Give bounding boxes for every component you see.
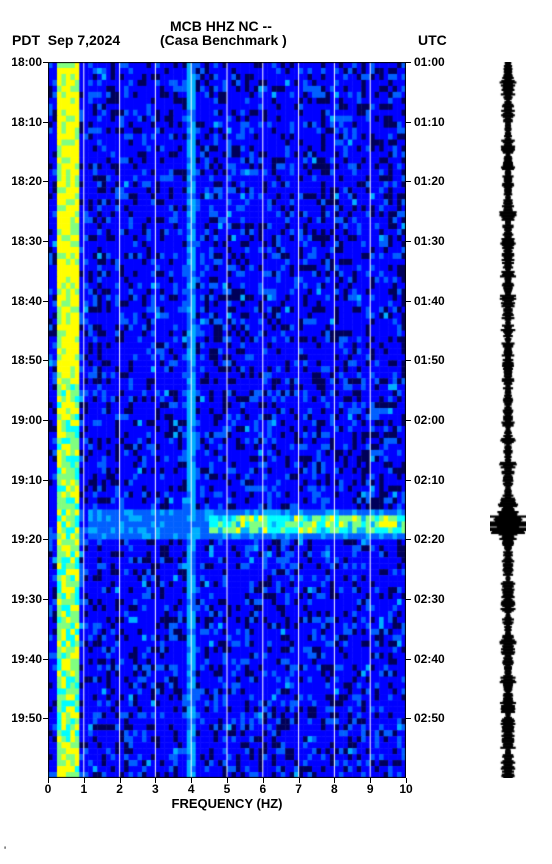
tz-left-label: PDT xyxy=(12,32,40,48)
ytick-right: 02:50 xyxy=(414,711,458,725)
tick-mark xyxy=(43,62,48,63)
ytick-left: 18:10 xyxy=(2,115,42,129)
header-date: Sep 7,2024 xyxy=(48,32,120,48)
footer-mark: ' xyxy=(4,845,6,857)
tick-mark xyxy=(406,718,411,719)
header-tz-right: UTC xyxy=(418,32,447,48)
ytick-left: 19:30 xyxy=(2,592,42,606)
xtick: 8 xyxy=(324,782,344,796)
ytick-left: 19:40 xyxy=(2,652,42,666)
tick-mark xyxy=(155,778,156,783)
ytick-right: 01:40 xyxy=(414,294,458,308)
tick-mark xyxy=(406,122,411,123)
ytick-left: 18:30 xyxy=(2,234,42,248)
tick-mark xyxy=(43,420,48,421)
tick-mark xyxy=(43,122,48,123)
tick-mark xyxy=(227,778,228,783)
tick-mark xyxy=(263,778,264,783)
tick-mark xyxy=(406,539,411,540)
tick-mark xyxy=(43,301,48,302)
tick-mark xyxy=(334,778,335,783)
tick-mark xyxy=(43,181,48,182)
tick-mark xyxy=(191,778,192,783)
xtick: 7 xyxy=(289,782,309,796)
ytick-right: 02:30 xyxy=(414,592,458,606)
ytick-left: 19:00 xyxy=(2,413,42,427)
ytick-right: 01:00 xyxy=(414,55,458,69)
tick-mark xyxy=(370,778,371,783)
tick-mark xyxy=(48,778,49,783)
ytick-right: 02:20 xyxy=(414,532,458,546)
tick-mark xyxy=(43,659,48,660)
ytick-right: 01:10 xyxy=(414,115,458,129)
tick-mark xyxy=(406,181,411,182)
ytick-right: 01:30 xyxy=(414,234,458,248)
xtick: 10 xyxy=(396,782,416,796)
xtick: 1 xyxy=(74,782,94,796)
ytick-left: 19:10 xyxy=(2,473,42,487)
xtick: 5 xyxy=(217,782,237,796)
tick-mark xyxy=(43,539,48,540)
ytick-left: 18:40 xyxy=(2,294,42,308)
waveform-canvas xyxy=(490,62,526,778)
tick-mark xyxy=(120,778,121,783)
tick-mark xyxy=(43,599,48,600)
ytick-left: 19:50 xyxy=(2,711,42,725)
tick-mark xyxy=(406,480,411,481)
ytick-left: 18:50 xyxy=(2,353,42,367)
tick-mark xyxy=(406,599,411,600)
ytick-right: 01:20 xyxy=(414,174,458,188)
xtick: 2 xyxy=(110,782,130,796)
tick-mark xyxy=(406,659,411,660)
xtick: 3 xyxy=(145,782,165,796)
ytick-right: 02:40 xyxy=(414,652,458,666)
header-location: (Casa Benchmark ) xyxy=(160,32,287,48)
spectrogram-canvas xyxy=(48,62,406,778)
xtick: 9 xyxy=(360,782,380,796)
tick-mark xyxy=(406,420,411,421)
tick-mark xyxy=(299,778,300,783)
tick-mark xyxy=(43,480,48,481)
xtick: 4 xyxy=(181,782,201,796)
tick-mark xyxy=(43,360,48,361)
tick-mark xyxy=(406,778,407,783)
tick-mark xyxy=(84,778,85,783)
ytick-left: 19:20 xyxy=(2,532,42,546)
xtick: 0 xyxy=(38,782,58,796)
tick-mark xyxy=(406,301,411,302)
xtick: 6 xyxy=(253,782,273,796)
header-tz-left: PDT Sep 7,2024 xyxy=(12,32,120,48)
tick-mark xyxy=(406,241,411,242)
x-axis-label: FREQUENCY (HZ) xyxy=(48,796,406,811)
tick-mark xyxy=(406,360,411,361)
ytick-left: 18:00 xyxy=(2,55,42,69)
tick-mark xyxy=(406,62,411,63)
ytick-right: 02:10 xyxy=(414,473,458,487)
ytick-right: 01:50 xyxy=(414,353,458,367)
tick-mark xyxy=(43,241,48,242)
tick-mark xyxy=(43,718,48,719)
ytick-left: 18:20 xyxy=(2,174,42,188)
ytick-right: 02:00 xyxy=(414,413,458,427)
